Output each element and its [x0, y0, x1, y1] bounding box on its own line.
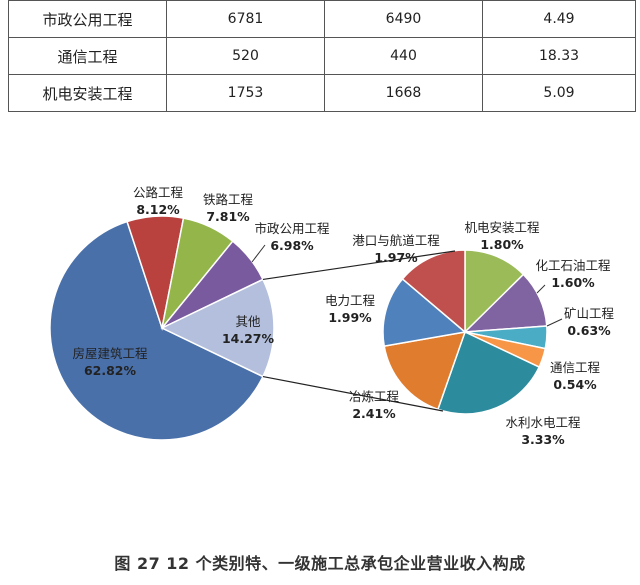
table-cell: 4.49 — [482, 0, 636, 38]
secondary-pie-label: 机电安装工程 1.80% — [464, 220, 540, 252]
secondary-pie-label: 矿山工程 0.63% — [564, 306, 615, 338]
table-cell: 18.33 — [482, 37, 636, 75]
table-row: 通信工程 520 440 18.33 — [8, 37, 636, 75]
table-cell: 市政公用工程 — [8, 0, 167, 38]
secondary-pie-label: 水利水电工程 3.33% — [505, 415, 581, 447]
main-pie-label: 市政公用工程 6.98% — [254, 221, 330, 253]
table-row: 机电安装工程 1753 1668 5.09 — [8, 74, 636, 112]
secondary-pie-label: 港口与航道工程 1.97% — [352, 233, 440, 265]
secondary-pie-slice — [383, 331, 467, 411]
secondary-pie-slice — [401, 249, 466, 334]
table-row: 市政公用工程 6781 6490 4.49 — [8, 0, 636, 38]
leader-line — [536, 284, 546, 294]
secondary-pie-label: 冶炼工程 2.41% — [349, 389, 400, 421]
main-pie-label: 房屋建筑工程 62.82% — [72, 346, 148, 378]
data-table: 市政公用工程 6781 6490 4.49 通信工程 520 440 18.33… — [8, 0, 636, 112]
leader-line — [251, 244, 266, 263]
table-cell: 5.09 — [482, 74, 636, 112]
table-cell: 1753 — [166, 74, 325, 112]
table-cell: 440 — [324, 37, 483, 75]
secondary-pie-slice — [382, 277, 467, 347]
main-pie-label: 铁路工程 7.81% — [203, 192, 254, 224]
leader-line — [546, 318, 563, 327]
main-pie-slice — [49, 220, 264, 441]
connector-line — [262, 250, 456, 281]
main-pie-label: 其他 14.27% — [222, 314, 275, 346]
figure-caption: 图 27 12 个类别特、一级施工总承包企业营业收入构成 — [114, 554, 526, 573]
table-cell: 机电安装工程 — [8, 74, 167, 112]
secondary-pie-label: 电力工程 1.99% — [325, 293, 376, 325]
connector-line — [262, 375, 444, 412]
table-cell: 1668 — [324, 74, 483, 112]
secondary-pie-slice — [464, 249, 525, 334]
secondary-pie-label: 化工石油工程 1.60% — [535, 258, 611, 290]
secondary-pie-label: 通信工程 0.54% — [550, 360, 601, 392]
main-pie-slice — [160, 278, 275, 378]
table-cell: 6781 — [166, 0, 325, 38]
main-pie-label: 公路工程 8.12% — [133, 185, 184, 217]
secondary-pie-slice — [436, 330, 541, 415]
